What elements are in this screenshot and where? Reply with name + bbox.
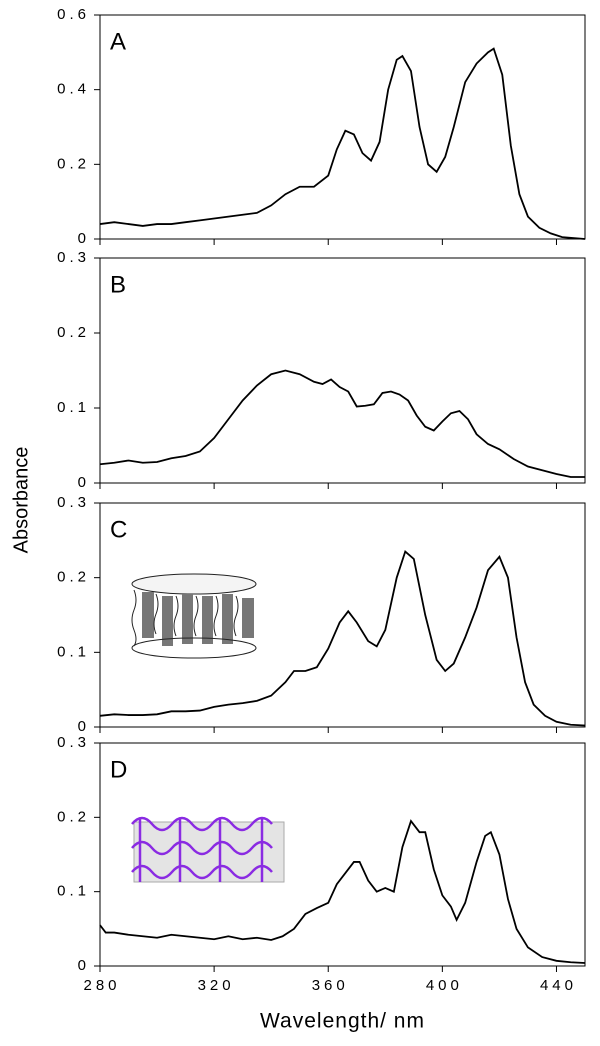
- spectrum-line: [99, 47, 586, 240]
- x-tick-label: 440: [540, 977, 577, 994]
- spectrum-line: [99, 819, 586, 964]
- y-tick-label: 0.1: [57, 399, 90, 416]
- panel-label: D: [110, 756, 127, 783]
- panel-label: C: [110, 516, 127, 543]
- x-tick-label: 280: [83, 977, 120, 994]
- y-axis-label: Absorbance: [10, 447, 32, 554]
- plot-frame: [99, 502, 586, 728]
- y-tick-label: 0.2: [57, 569, 90, 586]
- y-tick-label: 0.2: [57, 808, 90, 825]
- plot-frame: [99, 742, 586, 967]
- y-tick-label: 0.3: [57, 494, 90, 511]
- y-tick-label: 0: [78, 230, 90, 247]
- bilayer-inset-d: [131, 816, 285, 883]
- y-tick-label: 0.3: [57, 734, 90, 751]
- plot-frame: [99, 257, 586, 484]
- y-tick-label: 0.6: [57, 6, 90, 23]
- bilayer-inset-c: [131, 573, 257, 659]
- y-tick-label: 0.2: [57, 324, 90, 341]
- x-tick-label: 320: [198, 977, 235, 994]
- x-tick-label: 400: [426, 977, 463, 994]
- spectrum-line: [99, 549, 586, 727]
- y-tick-label: 0.1: [57, 643, 90, 660]
- spectrum-line: [99, 369, 585, 478]
- y-tick-label: 0.2: [57, 155, 90, 172]
- plot-frame: [99, 14, 586, 240]
- y-tick-label: 0.4: [57, 81, 90, 98]
- y-tick-label: 0: [78, 474, 90, 491]
- y-tick-label: 0: [78, 957, 90, 974]
- y-tick-label: 0.1: [57, 883, 90, 900]
- x-axis-label: Wavelength/ nm: [260, 1010, 425, 1033]
- panel-label: B: [110, 271, 126, 298]
- panel-label: A: [110, 28, 126, 55]
- y-tick-label: 0: [78, 718, 90, 735]
- y-tick-label: 0.3: [57, 249, 90, 266]
- x-tick-label: 360: [312, 977, 349, 994]
